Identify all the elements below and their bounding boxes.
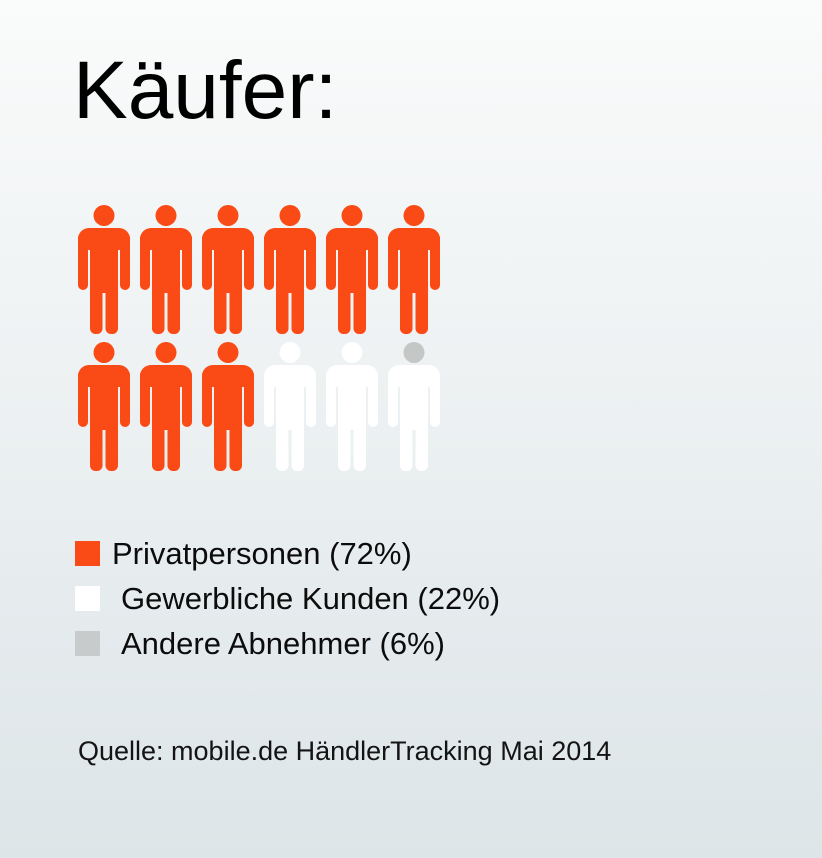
person-icon — [140, 342, 192, 471]
person-icon — [78, 205, 130, 334]
legend-swatch-privatpersonen — [75, 541, 100, 566]
person-icon — [264, 205, 316, 334]
legend-item-andere-abnehmer: Andere Abnehmer (6%) — [75, 621, 500, 666]
person-icon — [140, 205, 192, 334]
person-icon — [326, 205, 378, 334]
pictogram-row-2 — [78, 342, 440, 472]
person-icon — [388, 342, 440, 471]
legend-label-gewerbliche-kunden: Gewerbliche Kunden (22%) — [121, 580, 501, 616]
legend-item-privatpersonen: Privatpersonen (72%) — [75, 531, 500, 576]
legend: Privatpersonen (72%) Gewerbliche Kunden … — [75, 531, 500, 666]
person-icon — [78, 342, 130, 471]
pictogram-row-1 — [78, 205, 440, 335]
pictogram-chart — [78, 205, 440, 472]
person-icon — [388, 205, 440, 334]
source-caption: Quelle: mobile.de HändlerTracking Mai 20… — [78, 736, 612, 766]
legend-item-gewerbliche-kunden: Gewerbliche Kunden (22%) — [75, 576, 500, 621]
legend-swatch-andere-abnehmer — [75, 631, 100, 656]
chart-title: Käufer: — [73, 45, 338, 136]
legend-label-privatpersonen: Privatpersonen (72%) — [112, 535, 412, 571]
person-icon — [264, 342, 316, 471]
legend-swatch-gewerbliche-kunden — [75, 586, 100, 611]
legend-label-andere-abnehmer: Andere Abnehmer (6%) — [121, 625, 445, 661]
person-icon — [202, 205, 254, 334]
person-icon — [326, 342, 378, 471]
person-icon — [202, 342, 254, 471]
